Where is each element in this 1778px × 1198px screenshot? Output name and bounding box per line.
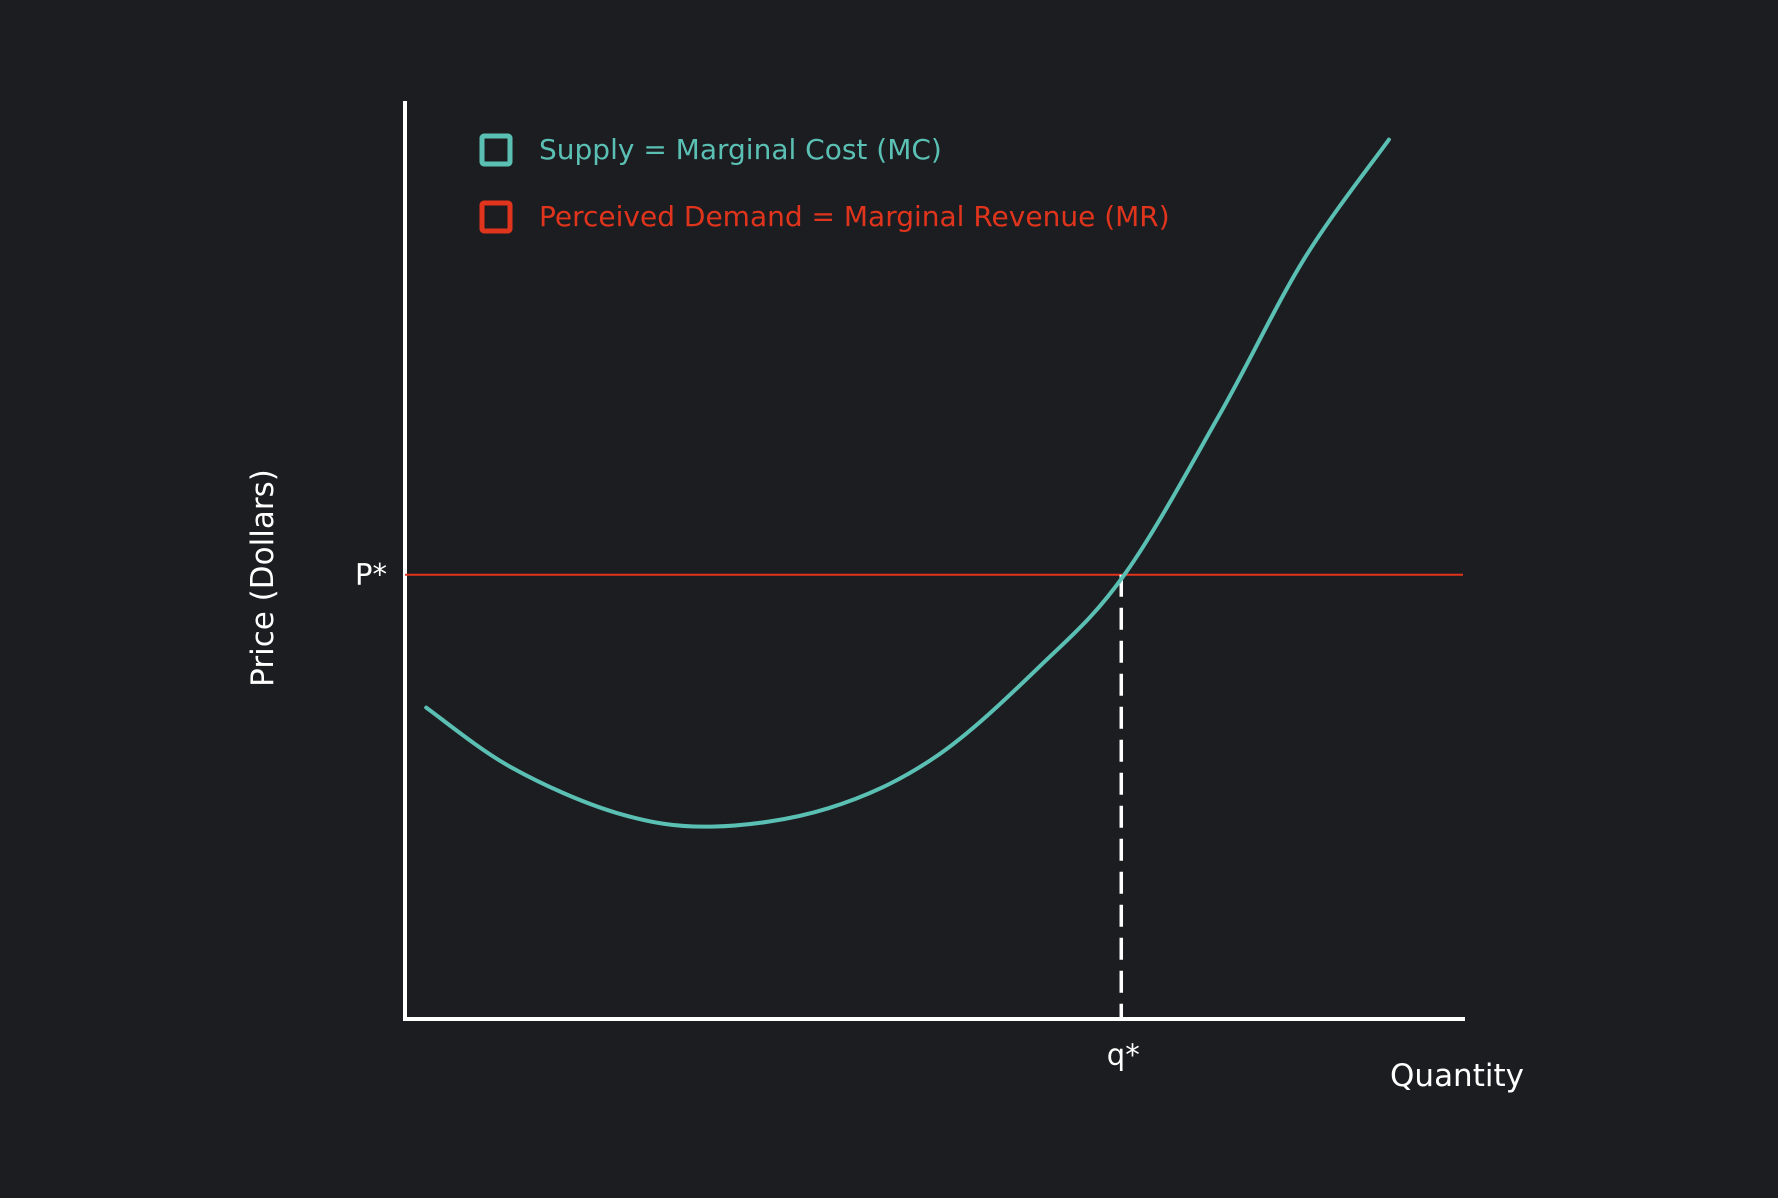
q-star-label: q* [1107,1038,1140,1072]
x-axis-title: Quantity [1390,1058,1524,1094]
mc-curve [424,137,1391,829]
legend-label-mc: Supply = Marginal Cost (MC) [539,133,942,166]
legend-label-mr: Perceived Demand = Marginal Revenue (MR) [539,200,1170,233]
p-star-label: P* [355,558,387,592]
legend-swatch-mr [479,200,513,234]
legend-swatch-mc [479,133,513,167]
legend: Supply = Marginal Cost (MC) Perceived De… [479,133,1170,234]
y-axis-title: Price (Dollars) [245,469,281,687]
